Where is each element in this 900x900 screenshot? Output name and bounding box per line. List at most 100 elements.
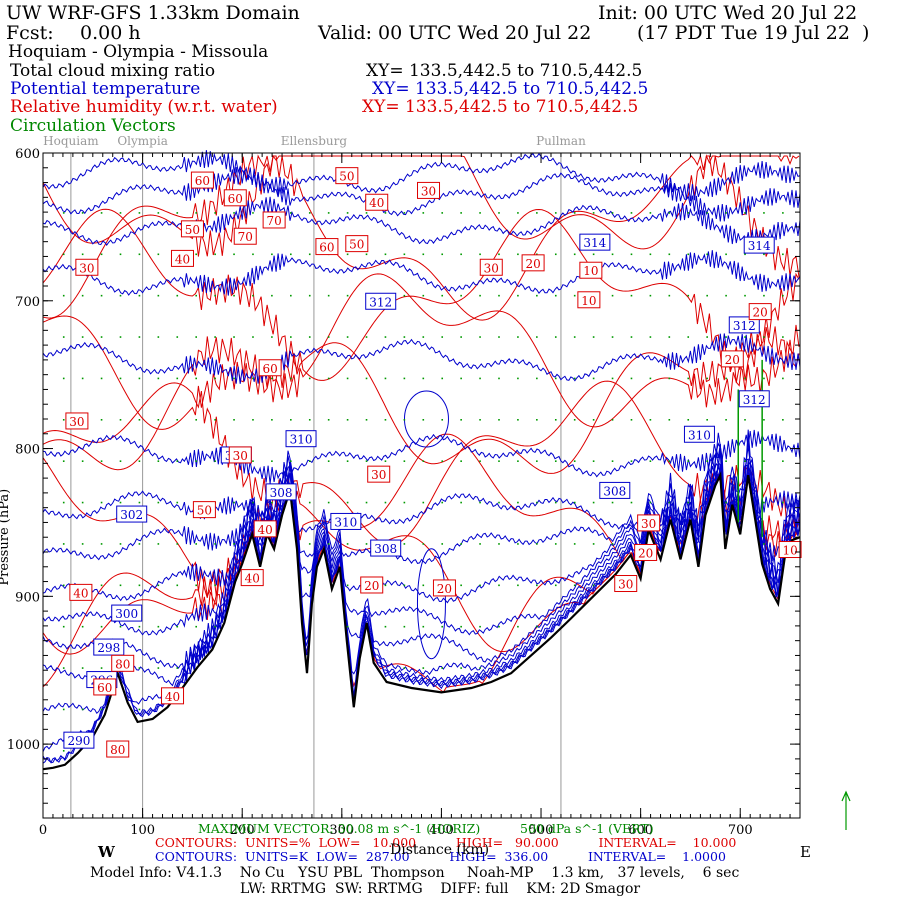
vector-dot — [62, 294, 65, 297]
vector-dot — [687, 460, 690, 462]
theta-label: 310 — [290, 433, 313, 447]
vector-dot — [233, 419, 235, 421]
y-tick-label: 900 — [15, 590, 40, 605]
vector-dot — [157, 667, 160, 669]
plot-frame — [42, 152, 801, 819]
vector-dot — [119, 377, 122, 380]
theta-closed-contour — [416, 548, 446, 660]
vector-dot — [536, 419, 538, 421]
vector-dot — [536, 584, 538, 587]
vector-dot — [346, 501, 349, 504]
field-rh-xy: XY= 133.5,442.5 to 710.5,442.5 — [362, 97, 639, 117]
vector-dot — [62, 667, 65, 669]
vector-dot — [782, 501, 784, 504]
vector-dot — [725, 377, 727, 380]
vector-dot — [252, 212, 254, 214]
vector-dot — [138, 336, 141, 338]
vector-dot — [403, 253, 406, 256]
rh-label: 50 — [349, 238, 364, 252]
vector-dot — [592, 212, 595, 214]
theta-contour-300 — [42, 443, 801, 672]
vector-dot — [782, 419, 784, 421]
vector-dot — [498, 294, 500, 297]
rh-label-box — [637, 514, 661, 532]
theta-label: 308 — [603, 484, 626, 498]
vector-dot — [62, 419, 65, 421]
vector-dot — [195, 460, 197, 462]
vector-dot — [763, 543, 765, 545]
theta-label: 312 — [369, 295, 392, 309]
vector-dot — [138, 294, 141, 297]
vector-dot — [403, 212, 406, 214]
theta-contour-302 — [42, 444, 801, 636]
vector-dot — [763, 460, 765, 462]
rh-label-box — [360, 576, 384, 594]
vector-dot — [138, 419, 141, 421]
vector-dot — [271, 460, 273, 462]
rh-label-box — [634, 543, 658, 561]
vector-dot — [81, 253, 84, 256]
vector-dot — [233, 543, 235, 545]
rh-label: 10 — [581, 294, 596, 308]
model-info: Model Info: V4.1.3 No Cu YSU PBL Thompso… — [90, 865, 740, 881]
vector-dot — [138, 543, 141, 545]
vector-dot — [214, 419, 216, 421]
theta-contour-info: CONTOURS: UNITS=K LOW= 287.00 HIGH= 336.… — [155, 849, 726, 864]
vector-dot — [252, 501, 254, 504]
vector-dot — [630, 377, 633, 380]
local-time: (17 PDT Tue 19 Jul 22 ) — [637, 22, 870, 44]
y-axis-title: Pressure (hPa) — [0, 489, 12, 586]
vector-dot — [308, 377, 311, 380]
vector-dot — [157, 584, 160, 587]
vector-dot — [138, 377, 141, 380]
rh-label-box — [479, 258, 503, 276]
vector-dot — [252, 336, 254, 338]
vector-dot — [536, 501, 538, 504]
place-label-ellensburg: Ellensburg — [281, 134, 348, 148]
vector-dot — [763, 501, 765, 504]
vector-dot — [157, 543, 160, 545]
vector-dot — [252, 419, 254, 421]
vector-dot — [157, 460, 160, 462]
vector-dot — [100, 543, 103, 545]
theta-contour-314 — [42, 250, 801, 296]
rh-label: 70 — [238, 230, 253, 244]
vector-dot — [422, 667, 425, 669]
vector-dot — [252, 377, 254, 380]
theta-label-box — [93, 638, 125, 656]
vector-dot — [290, 336, 292, 338]
rh-label-box — [180, 220, 204, 238]
rh-label: 60 — [319, 241, 334, 255]
vector-dot — [725, 460, 727, 462]
vector-dot — [100, 294, 103, 297]
vector-dot — [706, 460, 708, 462]
vector-dot — [573, 584, 576, 587]
vector-dot — [138, 667, 141, 669]
vector-dot — [384, 377, 387, 380]
vector-dot — [782, 253, 784, 256]
vector-dot — [290, 460, 292, 462]
vector-dot — [687, 419, 690, 421]
vector-dot — [554, 253, 557, 256]
vector-dot — [460, 543, 462, 545]
vector-dot — [706, 212, 708, 214]
rh-contours — [42, 154, 800, 693]
rh-label-box — [262, 211, 286, 229]
vector-dot — [100, 501, 103, 504]
vector-dot — [668, 336, 671, 338]
vector-dot — [308, 336, 311, 338]
vector-dot — [517, 501, 519, 504]
vector-dot — [479, 294, 481, 297]
vector-dot — [346, 419, 349, 421]
vector-dot — [536, 212, 538, 214]
vector-dot — [233, 377, 235, 380]
vector-dot — [649, 419, 652, 421]
vector-dot — [441, 667, 444, 669]
vector-dot — [346, 253, 349, 256]
vector-dot — [725, 419, 727, 421]
theta-contour-320 — [42, 150, 801, 202]
rh-label: 30 — [618, 578, 633, 592]
vector-dot — [536, 625, 538, 628]
vector-dot — [403, 419, 406, 421]
max-vector-text: MAXIMUM VECTOR: 30.08 m s^-1 (HORIZ) — [198, 821, 481, 836]
